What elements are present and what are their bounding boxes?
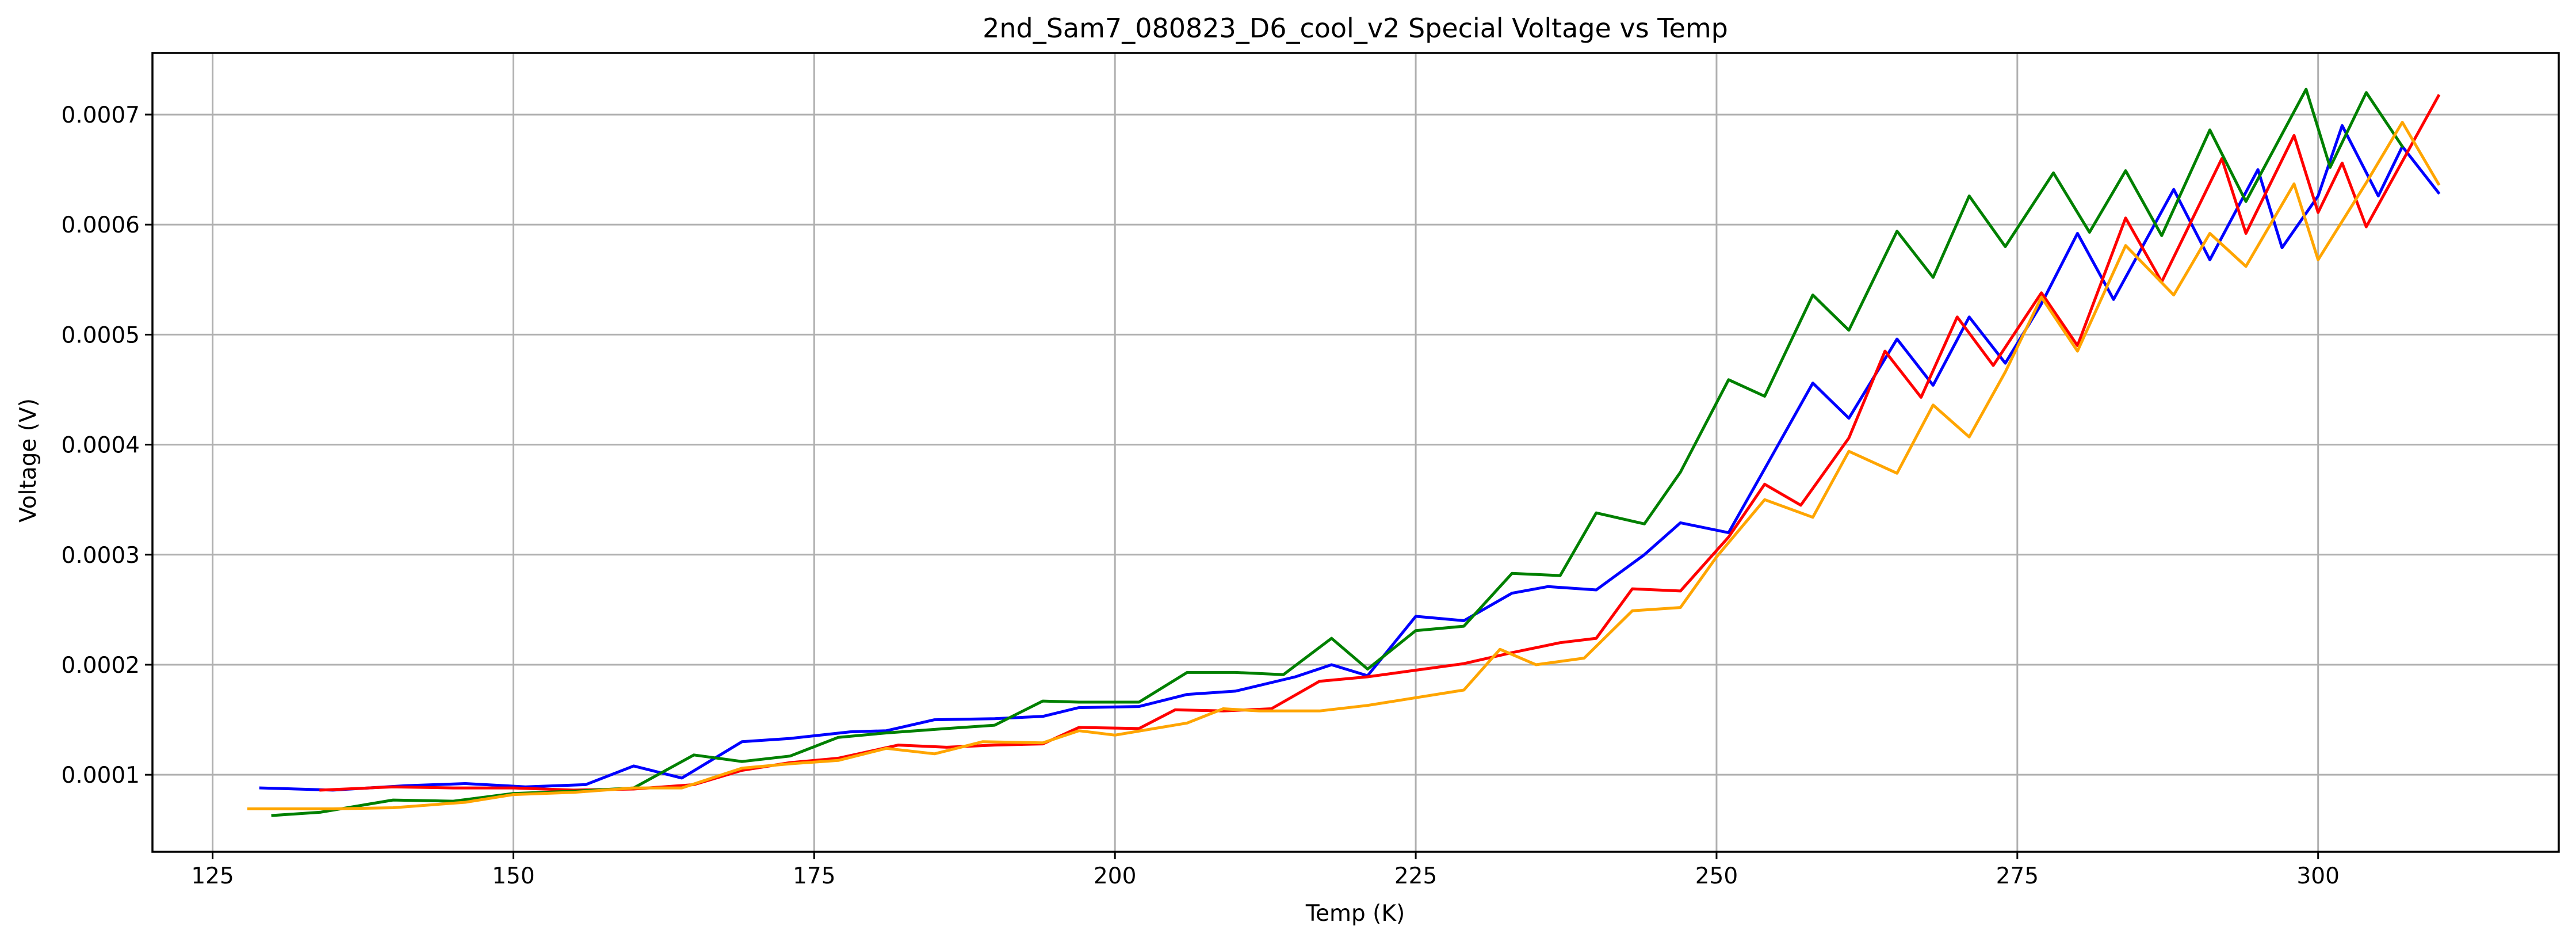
plot-area-frame xyxy=(151,52,2560,853)
y-tick-label: 0.0004 xyxy=(62,433,140,459)
y-tick-label: 0.0007 xyxy=(62,102,140,128)
x-tick-label: 125 xyxy=(191,863,234,889)
grid-lines xyxy=(152,53,2559,852)
x-tick-label: 250 xyxy=(1695,863,1738,889)
chart-title: 2nd_Sam7_080823_D6_cool_v2 Special Volta… xyxy=(983,13,1728,44)
axis-ticks: 125 150 175 200 225 250 275 300 0.0001 0.0002 0.00… xyxy=(62,102,2340,889)
x-tick-label: 300 xyxy=(2296,863,2339,889)
y-axis-label: Voltage (V) xyxy=(16,398,41,523)
y-tick-label: 0.0001 xyxy=(62,763,140,788)
x-tick-label: 275 xyxy=(1996,863,2039,889)
x-tick-label: 175 xyxy=(793,863,835,889)
x-tick-label: 150 xyxy=(492,863,534,889)
series-line-3 xyxy=(271,87,2405,817)
series-line-4 xyxy=(247,120,2441,810)
y-tick-label: 0.0006 xyxy=(62,212,140,238)
x-tick-label: 200 xyxy=(1094,863,1136,889)
x-axis-label: Temp (K) xyxy=(1305,901,1405,927)
y-tick-label: 0.0002 xyxy=(62,653,140,679)
y-tick-label: 0.0003 xyxy=(62,543,140,569)
series-line-1 xyxy=(259,124,2441,792)
series-lines xyxy=(247,87,2441,817)
y-tick-label: 0.0005 xyxy=(62,322,140,348)
x-tick-label: 225 xyxy=(1394,863,1437,889)
